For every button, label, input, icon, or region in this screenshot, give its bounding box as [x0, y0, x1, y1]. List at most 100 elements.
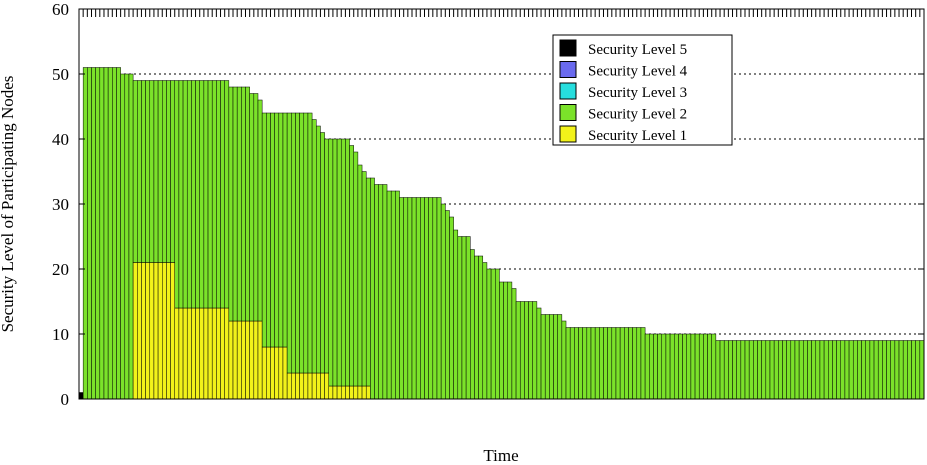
bar-segment-level-2	[241, 86, 246, 322]
bar	[857, 340, 862, 400]
bar-segment-level-1	[224, 307, 230, 400]
bar	[723, 340, 729, 400]
bar-segment-level-2	[266, 112, 271, 348]
bar	[395, 190, 400, 400]
bar	[661, 333, 667, 400]
bar-segment-level-2	[603, 327, 608, 400]
bar-segment-level-2	[728, 340, 733, 400]
bar-segment-level-1	[245, 320, 250, 400]
bar	[465, 236, 471, 400]
bar	[778, 340, 783, 400]
bar-segment-level-1	[336, 385, 342, 400]
bar	[291, 112, 296, 400]
bar-segment-level-2	[561, 320, 567, 400]
bar-segment-level-2	[332, 138, 338, 387]
bar	[499, 281, 504, 400]
bar-segment-level-2	[449, 216, 454, 400]
bar	[649, 333, 654, 400]
bar-segment-level-2	[120, 73, 126, 400]
bar	[149, 80, 155, 400]
bar	[894, 340, 900, 400]
bar-segment-level-2	[149, 80, 155, 263]
x-axis-title: Time	[483, 446, 518, 465]
bar-segment-level-2	[540, 314, 546, 400]
bar	[332, 138, 338, 400]
bar-segment-level-2	[590, 327, 596, 400]
bar	[470, 249, 475, 400]
bar-segment-level-2	[807, 340, 812, 400]
bar-segment-level-2	[911, 340, 916, 400]
bar	[316, 125, 321, 400]
bar-segment-level-2	[178, 80, 184, 309]
bar-segment-level-2	[748, 340, 754, 400]
bar	[524, 301, 529, 400]
bar-segment-level-2	[236, 86, 242, 322]
bar	[753, 340, 758, 400]
bar-segment-level-1	[153, 262, 159, 400]
bar-segment-level-2	[673, 333, 679, 400]
bar	[815, 340, 821, 400]
bar	[819, 340, 825, 400]
bar-segment-level-2	[503, 281, 508, 400]
bar-segment-level-1	[257, 320, 263, 400]
bar-segment-level-2	[515, 301, 521, 400]
bar-segment-level-1	[174, 307, 180, 400]
bar-segment-level-1	[178, 307, 184, 400]
bar	[603, 327, 608, 400]
bar-segment-level-1	[324, 372, 330, 400]
bar-segment-level-2	[736, 340, 742, 400]
bar-segment-level-2	[112, 67, 117, 400]
bar-segment-level-1	[236, 320, 242, 400]
bar-segment-level-1	[332, 385, 338, 400]
bar-segment-level-1	[253, 320, 259, 400]
bar-segment-level-1	[211, 307, 217, 400]
bar	[673, 333, 679, 400]
bar-segment-level-1	[166, 262, 171, 400]
bar	[898, 340, 904, 400]
bar-segment-level-2	[773, 340, 779, 400]
bar	[137, 80, 142, 400]
bar	[665, 333, 671, 400]
bar-segment-level-2	[757, 340, 762, 400]
bar-segment-level-2	[390, 190, 396, 400]
bar	[515, 301, 521, 400]
x-axis-ticks	[78, 9, 925, 17]
bar-segment-level-2	[440, 203, 446, 400]
bar-segment-level-2	[87, 67, 92, 400]
bar	[103, 67, 109, 400]
bar	[615, 327, 621, 400]
bar-segment-level-2	[270, 112, 275, 348]
bar-segment-level-5	[78, 392, 84, 400]
bar-segment-level-1	[274, 346, 280, 400]
bar-segment-level-1	[266, 346, 271, 400]
bar	[907, 340, 912, 400]
bar-segment-level-2	[291, 112, 296, 374]
bar-segment-level-2	[324, 138, 330, 374]
bar-segment-level-2	[245, 86, 250, 322]
bar-segment-level-2	[665, 333, 671, 400]
bar-segment-level-2	[453, 229, 459, 400]
bar-segment-level-2	[815, 340, 821, 400]
bar	[191, 80, 196, 400]
bar-segment-level-2	[519, 301, 525, 400]
bar-segment-level-1	[162, 262, 167, 400]
bar-segment-level-2	[628, 327, 633, 400]
bar-segment-level-2	[124, 73, 130, 400]
bar-segment-level-1	[249, 320, 255, 400]
bar-segment-level-2	[711, 333, 717, 400]
bar	[840, 340, 846, 400]
bar	[640, 327, 646, 400]
bar	[744, 340, 750, 400]
bar	[544, 314, 550, 400]
bar-segment-level-2	[823, 340, 829, 400]
legend-item: Security Level 5	[559, 39, 687, 58]
bar-segment-level-2	[794, 340, 800, 400]
bar	[644, 333, 650, 400]
bar-segment-level-2	[220, 80, 225, 309]
bar-segment-level-2	[216, 80, 221, 309]
bar	[694, 333, 700, 400]
bar	[769, 340, 775, 400]
bar	[195, 80, 200, 400]
bar	[565, 327, 571, 400]
